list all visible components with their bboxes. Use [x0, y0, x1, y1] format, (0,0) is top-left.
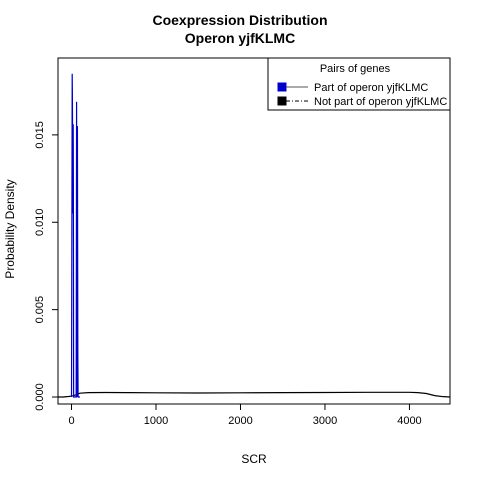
- chart-title: Coexpression Distribution: [152, 12, 328, 28]
- series-layer: [58, 73, 450, 398]
- plot-frame: [57, 57, 451, 405]
- legend-entry: Not part of operon yjfKLMC: [314, 96, 447, 108]
- y-axis-label: Probability Density: [3, 179, 17, 279]
- y-axis: 0.000 0.005 0.010 0.015: [34, 121, 58, 411]
- x-axis-label: SCR: [241, 452, 267, 466]
- x-tick-label: 2000: [228, 415, 252, 427]
- x-axis: 0 1000 2000 3000 4000: [68, 404, 422, 427]
- series-line-0: [70, 73, 80, 398]
- y-tick-label: 0.015: [34, 121, 46, 149]
- x-tick-label: 3000: [313, 415, 337, 427]
- x-tick-label: 1000: [144, 415, 168, 427]
- y-tick-label: 0.010: [34, 208, 46, 236]
- y-tick-label: 0.000: [34, 383, 46, 411]
- series-line-1: [58, 391, 450, 398]
- legend-swatch: [277, 96, 287, 106]
- y-tick-label: 0.005: [34, 296, 46, 324]
- legend-swatch: [277, 82, 287, 92]
- legend-entry: Part of operon yjfKLMC: [314, 82, 428, 94]
- x-tick-label: 0: [68, 415, 74, 427]
- legend: Pairs of genes Part of operon yjfKLMC Not …: [267, 57, 451, 111]
- legend-title: Pairs of genes: [320, 63, 391, 75]
- chart-subtitle: Operon yjfKLMC: [184, 30, 296, 46]
- x-tick-label: 4000: [397, 415, 421, 427]
